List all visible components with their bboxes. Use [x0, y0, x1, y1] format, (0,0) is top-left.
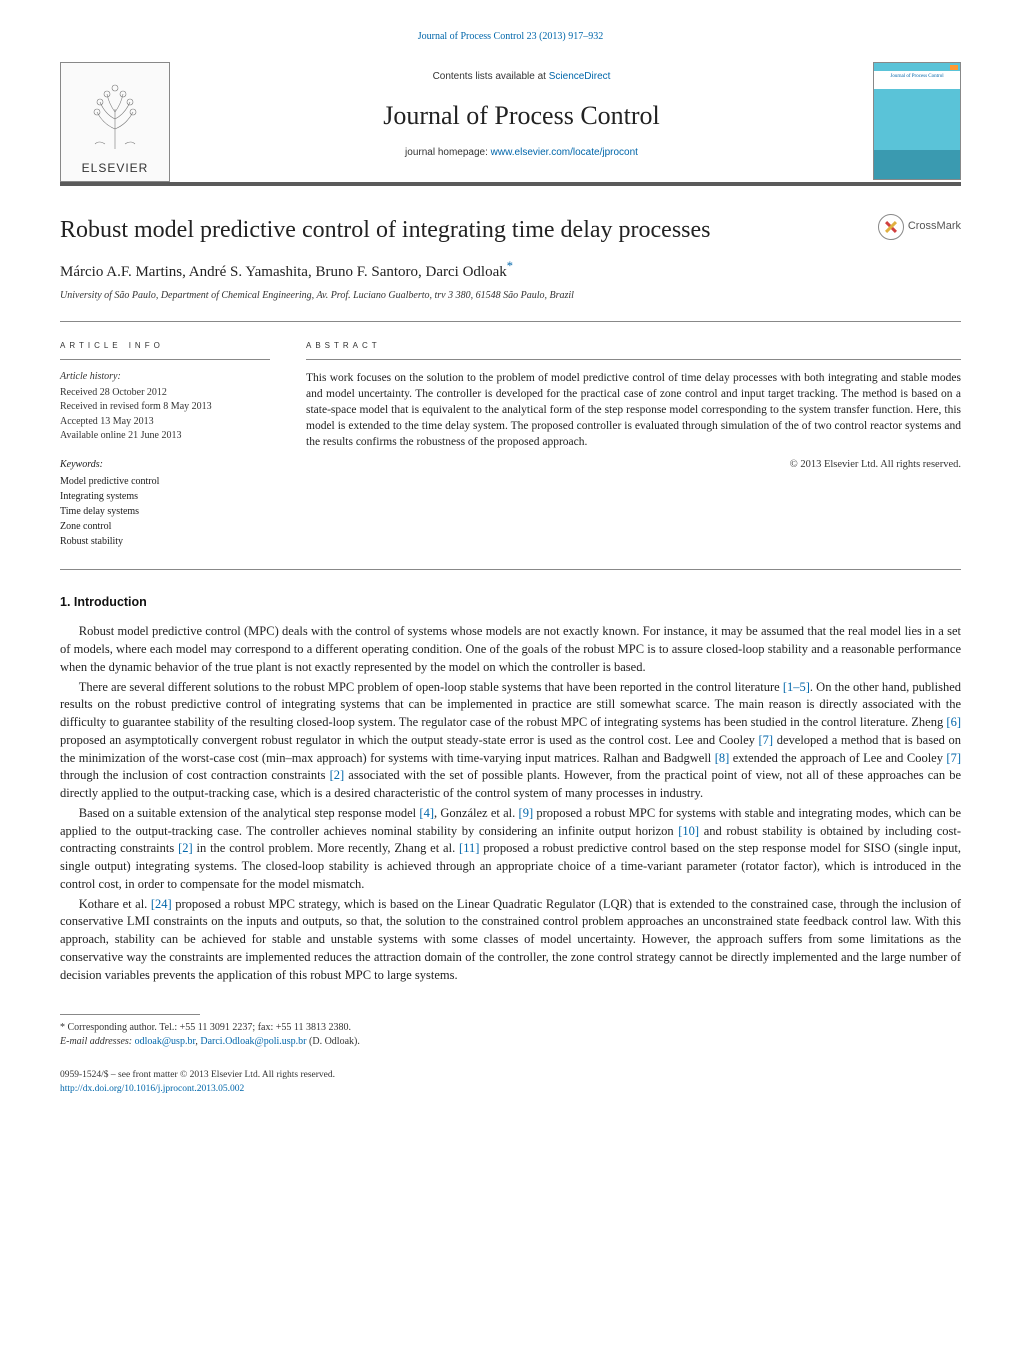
body-paragraph: Kothare et al. [24] proposed a robust MP… — [60, 896, 961, 985]
body-text: extended the approach of Lee and Cooley — [729, 751, 946, 765]
keywords-list: Model predictive control Integrating sys… — [60, 474, 270, 549]
corresponding-author-note: * Corresponding author. Tel.: +55 11 309… — [60, 1021, 961, 1035]
top-journal-ref[interactable]: Journal of Process Control 23 (2013) 917… — [60, 30, 961, 44]
keyword: Robust stability — [60, 534, 270, 549]
body-text: Kothare et al. — [79, 897, 151, 911]
email-link[interactable]: odloak@usp.br — [135, 1036, 196, 1047]
crossmark-label: CrossMark — [908, 219, 961, 234]
body-text: in the control problem. More recently, Z… — [193, 841, 459, 855]
body-text: There are several different solutions to… — [79, 680, 783, 694]
keyword: Model predictive control — [60, 474, 270, 489]
footnote-separator — [60, 1014, 200, 1015]
journal-homepage-link[interactable]: www.elsevier.com/locate/jprocont — [491, 147, 638, 158]
body-text: proposed an asymptotically convergent ro… — [60, 733, 759, 747]
citation[interactable]: [7] — [946, 751, 961, 765]
affiliation: University of São Paulo, Department of C… — [60, 289, 961, 322]
history-accepted: Accepted 13 May 2013 — [60, 415, 270, 430]
abstract-copyright: © 2013 Elsevier Ltd. All rights reserved… — [306, 458, 961, 473]
email-line: E-mail addresses: odloak@usp.br, Darci.O… — [60, 1035, 961, 1049]
citation[interactable]: [8] — [715, 751, 730, 765]
citation[interactable]: [10] — [678, 824, 699, 838]
history-head: Article history: — [60, 370, 270, 384]
body-text: , González et al. — [434, 806, 519, 820]
email-label: E-mail addresses: — [60, 1036, 135, 1047]
keyword: Zone control — [60, 519, 270, 534]
section-heading: 1. Introduction — [60, 594, 961, 612]
corresponding-mark: * — [507, 259, 513, 273]
citation[interactable]: [24] — [151, 897, 172, 911]
contents-label: Contents lists available at — [433, 71, 549, 82]
doi-link[interactable]: http://dx.doi.org/10.1016/j.jprocont.201… — [60, 1084, 244, 1094]
crossmark-badge[interactable]: CrossMark — [878, 214, 961, 240]
journal-header: ELSEVIER Contents lists available at Sci… — [60, 62, 961, 186]
body-text: Based on a suitable extension of the ana… — [79, 806, 420, 820]
bottom-copyright-block: 0959-1524/$ – see front matter © 2013 El… — [60, 1069, 961, 1096]
body-text: through the inclusion of cost contractio… — [60, 768, 330, 782]
article-info-heading: ARTICLE INFO — [60, 338, 270, 360]
citation[interactable]: [1–5] — [783, 680, 810, 694]
journal-homepage-line: journal homepage: www.elsevier.com/locat… — [190, 146, 853, 160]
citation[interactable]: [11] — [459, 841, 479, 855]
homepage-label: journal homepage: — [405, 147, 491, 158]
elsevier-wordmark: ELSEVIER — [82, 160, 149, 177]
history-received: Received 28 October 2012 — [60, 386, 270, 401]
authors-line: Márcio A.F. Martins, André S. Yamashita,… — [60, 258, 961, 283]
keyword: Integrating systems — [60, 489, 270, 504]
citation[interactable]: [7] — [759, 733, 774, 747]
citation[interactable]: [2] — [330, 768, 345, 782]
citation[interactable]: [9] — [519, 806, 534, 820]
abstract-text: This work focuses on the solution to the… — [306, 370, 961, 450]
sciencedirect-link[interactable]: ScienceDirect — [549, 71, 611, 82]
journal-cover-thumb: Journal of Process Control — [873, 62, 961, 180]
history-revised: Received in revised form 8 May 2013 — [60, 400, 270, 415]
email-tail: (D. Odloak). — [307, 1036, 360, 1047]
citation[interactable]: [4] — [419, 806, 434, 820]
article-title: Robust model predictive control of integ… — [60, 214, 711, 248]
crossmark-icon — [878, 214, 904, 240]
history-online: Available online 21 June 2013 — [60, 429, 270, 444]
abstract-heading: ABSTRACT — [306, 338, 961, 360]
keyword: Time delay systems — [60, 504, 270, 519]
body-paragraph: There are several different solutions to… — [60, 679, 961, 803]
citation[interactable]: [2] — [178, 841, 193, 855]
elsevier-tree-icon — [65, 67, 165, 160]
body-paragraph: Based on a suitable extension of the ana… — [60, 805, 961, 894]
article-history: Article history: Received 28 October 201… — [60, 370, 270, 444]
elsevier-logo: ELSEVIER — [60, 62, 170, 182]
keywords-head: Keywords: — [60, 458, 270, 472]
cover-title: Journal of Process Control — [874, 71, 960, 89]
contents-available-line: Contents lists available at ScienceDirec… — [190, 70, 853, 84]
body-text: proposed a robust MPC strategy, which is… — [60, 897, 961, 982]
citation[interactable]: [6] — [946, 715, 961, 729]
email-link[interactable]: Darci.Odloak@poli.usp.br — [200, 1036, 306, 1047]
authors-names: Márcio A.F. Martins, André S. Yamashita,… — [60, 264, 507, 280]
body-paragraph: Robust model predictive control (MPC) de… — [60, 623, 961, 676]
cover-ifac-logo-icon — [950, 65, 958, 70]
front-matter-line: 0959-1524/$ – see front matter © 2013 El… — [60, 1069, 961, 1082]
journal-name: Journal of Process Control — [190, 98, 853, 134]
